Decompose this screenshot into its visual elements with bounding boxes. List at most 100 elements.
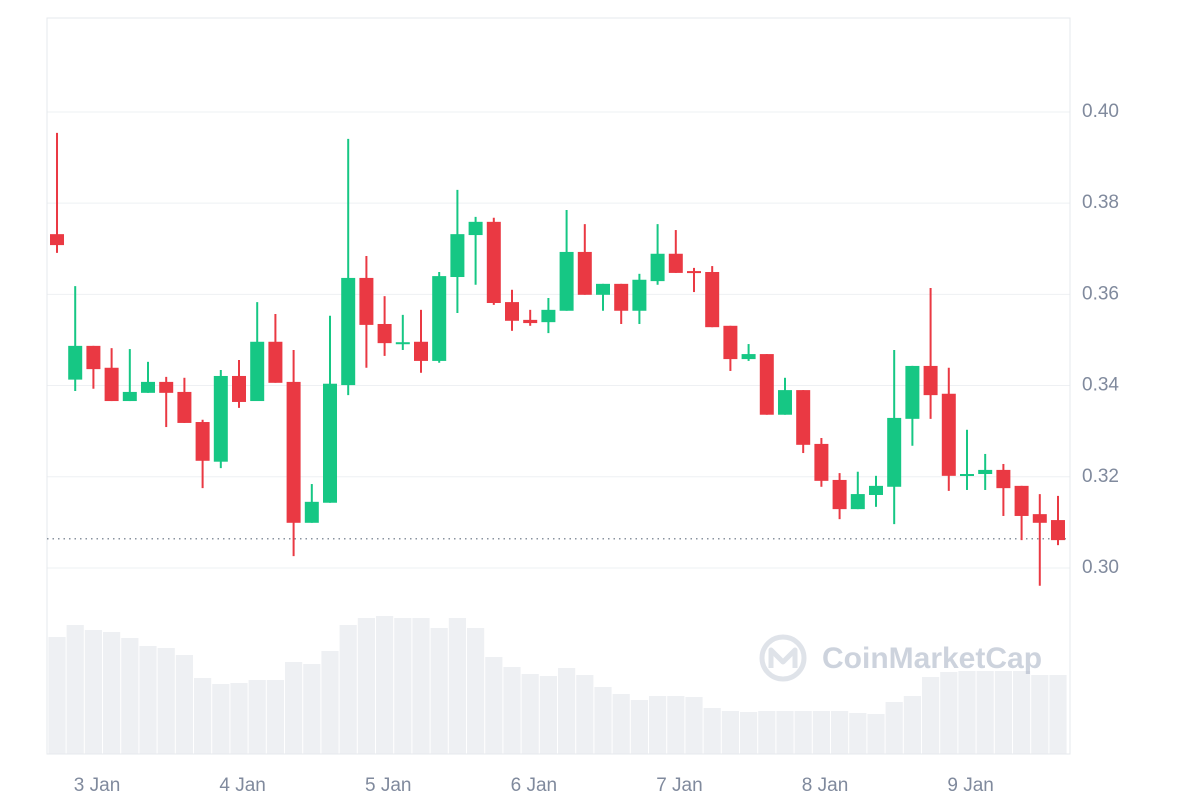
candle-body <box>304 501 319 523</box>
volume-bar <box>212 684 230 754</box>
x-tick-label: 3 Jan <box>74 775 120 796</box>
candle-body <box>759 354 774 415</box>
x-tick-label: 9 Jan <box>947 775 993 796</box>
x-tick-label: 7 Jan <box>656 775 702 796</box>
volume-bar <box>630 700 648 754</box>
candle-body <box>286 381 301 523</box>
x-tick-label: 4 Jan <box>219 775 265 796</box>
volume-bar <box>303 664 321 754</box>
candle-body <box>232 375 247 402</box>
candle-body <box>1014 485 1029 516</box>
volume-bar <box>84 630 103 754</box>
volume-bar <box>503 667 521 754</box>
volume-bar <box>1031 675 1049 754</box>
volume-bar <box>157 648 175 754</box>
volume-bar <box>430 628 448 754</box>
volume-bar <box>594 687 612 754</box>
candle-body <box>323 383 338 503</box>
volume-bar <box>539 676 557 754</box>
candle-body <box>68 345 83 380</box>
candle-body <box>468 221 483 236</box>
candle-body <box>104 367 119 402</box>
candle-body <box>377 323 392 344</box>
candle-body <box>978 469 993 475</box>
volume-bar <box>248 680 266 754</box>
candle-body <box>887 417 902 487</box>
volume-bar <box>685 697 703 754</box>
candle-body <box>905 365 920 419</box>
volume-bar <box>121 638 139 754</box>
volume-bar <box>48 637 66 754</box>
candle-body <box>996 469 1011 489</box>
candle-body <box>341 277 356 386</box>
candle-body <box>796 390 811 445</box>
candle-body <box>941 393 956 476</box>
x-tick-label: 8 Jan <box>802 775 848 796</box>
candle-body <box>741 354 756 360</box>
candle-body <box>159 381 174 393</box>
volume-bar <box>885 702 903 754</box>
volume-bar <box>521 674 539 754</box>
y-tick-label: 0.40 <box>1082 101 1119 122</box>
y-tick-label: 0.36 <box>1082 283 1119 304</box>
candle-body <box>868 485 883 495</box>
volume-bar <box>66 625 84 754</box>
candle-body <box>668 253 683 273</box>
volume-bar <box>139 646 157 754</box>
watermark: CoinMarketCap <box>822 642 1042 675</box>
candle-body <box>723 325 738 360</box>
candle-body <box>850 494 865 510</box>
y-tick-label: 0.38 <box>1082 192 1119 213</box>
volume-bar <box>812 711 830 754</box>
plot-frame <box>46 17 1071 755</box>
candle-body <box>595 283 610 295</box>
volume-bar <box>412 618 430 754</box>
candle-body <box>577 251 592 295</box>
candle-body <box>523 319 538 324</box>
x-tick-label: 6 Jan <box>511 775 557 796</box>
volume-bar <box>921 677 940 754</box>
volume-bar <box>721 711 739 754</box>
volume-bar <box>830 711 849 754</box>
volume-bar <box>739 712 758 754</box>
candle-body <box>414 341 429 361</box>
volume-bar <box>703 708 721 754</box>
volume-bar <box>285 662 303 754</box>
candle-body <box>195 422 210 461</box>
volume-bar <box>903 696 921 754</box>
candle-body <box>268 341 283 383</box>
volume-bar <box>230 683 248 754</box>
candle-body <box>505 302 519 321</box>
volume-bar <box>175 655 194 754</box>
candle-body <box>814 443 829 481</box>
volume-bar <box>467 628 485 754</box>
volume-bar <box>1049 675 1067 754</box>
volume-bar <box>867 714 885 754</box>
volume-bar <box>557 668 576 754</box>
volume-bar <box>849 713 867 754</box>
volume-bar <box>576 675 594 754</box>
candle-body <box>923 365 938 396</box>
volume-bar <box>976 671 994 754</box>
candle-body <box>959 474 974 477</box>
candle-body <box>359 277 374 325</box>
candle-body <box>86 345 101 370</box>
volume-bar <box>667 696 685 754</box>
candle-body <box>614 283 629 311</box>
volume-bar <box>266 680 285 754</box>
x-tick-label: 5 Jan <box>365 775 411 796</box>
volume-bar <box>794 711 812 754</box>
candle-body <box>832 479 847 510</box>
candle-body <box>650 253 665 282</box>
watermark-logo <box>759 634 807 682</box>
candle-body <box>559 251 574 311</box>
candle-body <box>486 221 501 304</box>
volume-bar <box>339 625 357 754</box>
candle-body <box>1032 514 1047 523</box>
volume-bar <box>485 657 503 754</box>
y-tick-label: 0.34 <box>1082 375 1119 396</box>
candle-body <box>541 309 556 323</box>
candle-body <box>177 391 192 423</box>
candle-body <box>632 279 647 311</box>
